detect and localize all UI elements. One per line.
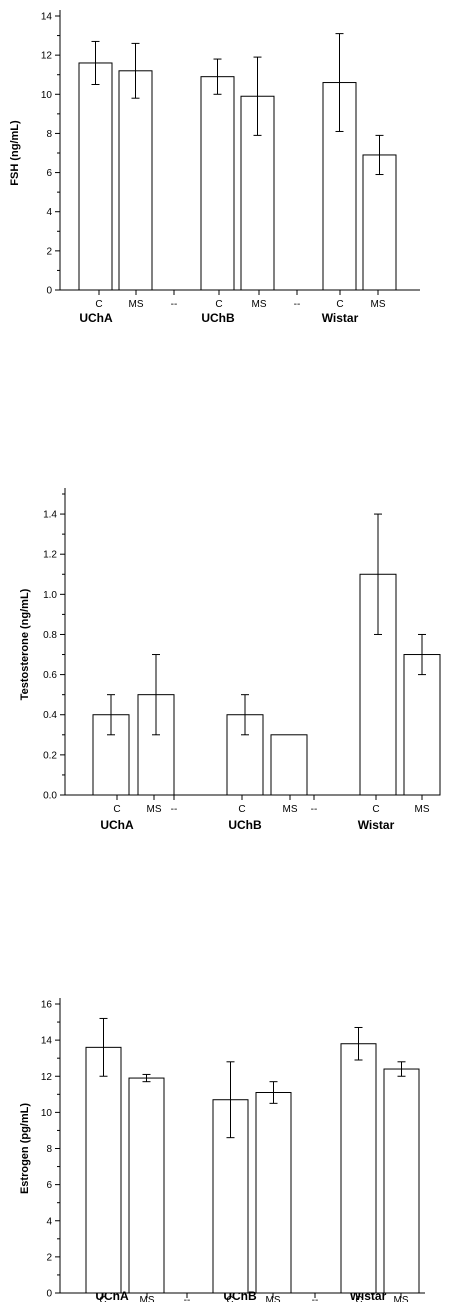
y-tick-label: 4	[46, 207, 52, 218]
y-tick-label: 1.2	[43, 550, 57, 561]
bar-wistar-ms	[362, 154, 397, 291]
x-tick-label: C	[355, 1295, 362, 1302]
bar-wistar-ms	[403, 654, 441, 796]
y-tick-label: 0.2	[43, 750, 57, 761]
y-tick-label: 10	[41, 90, 53, 101]
y-tick-label: 1.0	[43, 590, 57, 601]
y-tick-label: 8	[46, 1144, 52, 1155]
error-bar	[241, 694, 249, 736]
x-tick-label: MS	[371, 299, 386, 310]
x-tick-label: C	[113, 804, 120, 815]
x-tick-label: MS	[252, 299, 267, 310]
x-tick-label: --	[311, 804, 318, 815]
y-tick-label: 14	[41, 1036, 53, 1047]
y-tick-label: 14	[41, 12, 53, 23]
x-tick-label: C	[336, 299, 343, 310]
x-tick-label: MS	[415, 804, 430, 815]
bar-ucha-ms	[118, 70, 153, 291]
error-bar	[269, 1081, 278, 1104]
y-tick-label: 2	[46, 246, 52, 257]
x-tick-label: C	[99, 1295, 106, 1302]
y-tick-label: 6	[46, 168, 52, 179]
group-label: Wistar	[358, 818, 395, 832]
y-tick-label: 0.6	[43, 670, 57, 681]
x-tick-label: C	[238, 804, 245, 815]
x-tick-label: C	[95, 299, 102, 310]
group-label: UChA	[100, 818, 134, 832]
y-axis-label: Estrogen (pg/mL)	[19, 1103, 31, 1194]
x-tick-label: C	[215, 299, 222, 310]
error-bar	[335, 33, 344, 132]
chart-panel-3: 0 2 4 6 8 10 12 14 16 Estrogen (pg/mL) C MS -- C MS -- C…	[19, 998, 425, 1302]
y-tick-label: 0.0	[43, 791, 57, 802]
error-bar	[142, 1073, 151, 1083]
x-tick-label: MS	[147, 804, 162, 815]
group-label: Wistar	[322, 311, 359, 325]
y-tick-label: 6	[46, 1180, 52, 1191]
error-bar	[354, 1026, 363, 1061]
chart-panel-2: 0.0 0.2 0.4 0.6 0.8 1.0 1.2 1.4 Testosterone (ng…	[19, 488, 441, 832]
y-tick-label: 12	[41, 1072, 53, 1083]
error-bar	[99, 1017, 108, 1077]
x-tick-label: --	[171, 299, 178, 310]
y-tick-label: 8	[46, 129, 52, 140]
error-bar	[152, 654, 160, 736]
y-tick-label: 2	[46, 1252, 52, 1263]
x-tick-label: MS	[283, 804, 298, 815]
x-tick-label: --	[294, 299, 301, 310]
x-tick-label: MS	[266, 1295, 281, 1302]
x-tick-label: --	[171, 804, 178, 815]
chart-panel-1: 0 2 4 6 8 10 12 14 FSH (ng/mL) C MS -- C MS -- C MS UChA U…	[9, 10, 420, 325]
bar-ucha-ms	[128, 1077, 165, 1294]
error-bar	[213, 58, 222, 95]
y-axis-label: Testosterone (ng/mL)	[19, 588, 31, 700]
x-tick-label: --	[184, 1295, 191, 1302]
x-tick-label: C	[372, 804, 379, 815]
y-tick-label: 0.8	[43, 630, 57, 641]
y-tick-label: 12	[41, 51, 53, 62]
x-tick-label: MS	[394, 1295, 409, 1302]
error-bar	[91, 40, 100, 85]
y-tick-label: 0	[46, 286, 52, 297]
error-bar	[418, 633, 426, 676]
x-tick-label: C	[226, 1295, 233, 1302]
x-tick-label: --	[312, 1295, 319, 1302]
bar-wistar-ms	[383, 1068, 420, 1294]
group-label: UChB	[201, 311, 235, 325]
bar-uchb-ms	[270, 734, 308, 796]
y-tick-label: 4	[46, 1216, 52, 1227]
x-tick-label: MS	[129, 299, 144, 310]
error-bar	[253, 56, 262, 136]
bar-ucha-c	[78, 62, 113, 291]
bar-ucha-c	[85, 1046, 122, 1294]
y-tick-label: 0	[46, 1289, 52, 1300]
y-tick-label: 16	[41, 1000, 53, 1011]
error-bar	[226, 1061, 235, 1139]
y-tick-label: 1.4	[43, 510, 57, 521]
group-label: UChA	[79, 311, 113, 325]
bar-uchb-ms	[255, 1092, 292, 1294]
error-bar	[375, 134, 384, 176]
error-bar	[107, 694, 115, 736]
x-tick-label: MS	[140, 1295, 155, 1302]
y-axis-label: FSH (ng/mL)	[9, 120, 21, 186]
error-bar	[131, 42, 140, 99]
bar-wistar-c	[340, 1043, 377, 1294]
error-bar	[374, 513, 382, 635]
y-tick-label: 10	[41, 1108, 53, 1119]
y-tick-label: 0.4	[43, 710, 57, 721]
group-label: UChB	[228, 818, 262, 832]
error-bar	[397, 1061, 406, 1077]
bar-uchb-c	[200, 76, 235, 291]
